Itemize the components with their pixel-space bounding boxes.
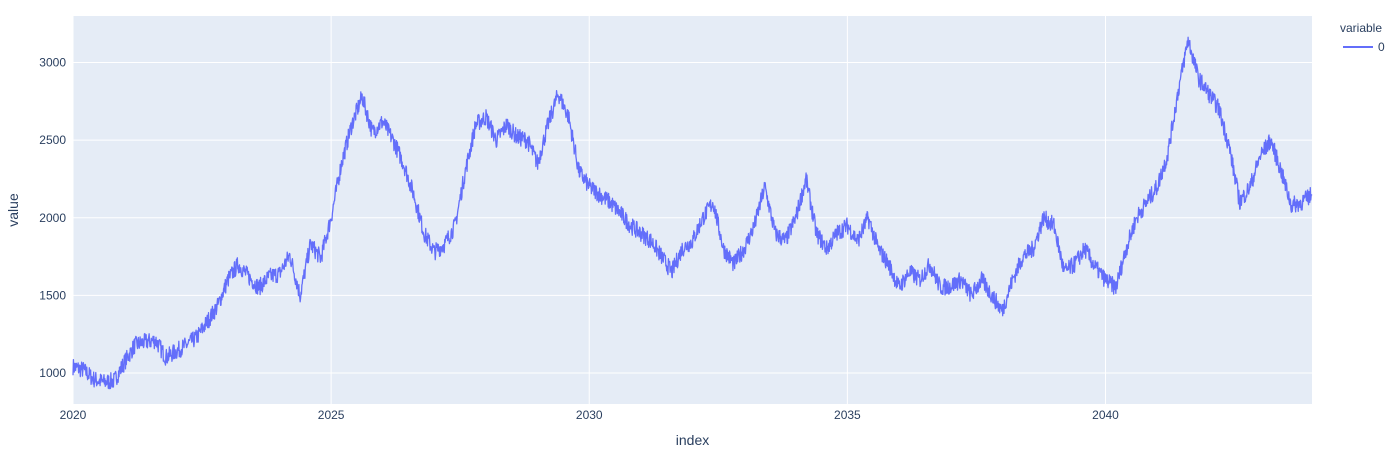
y-axis-ticks: 1000 1500 2000 2500 3000 — [39, 56, 66, 380]
legend-item-label: 0 — [1378, 40, 1385, 54]
x-tick-label: 2020 — [60, 408, 87, 422]
y-tick-label: 1500 — [39, 288, 66, 302]
x-tick-label: 2035 — [834, 408, 861, 422]
y-tick-label: 2000 — [39, 211, 66, 225]
x-tick-label: 2040 — [1092, 408, 1119, 422]
x-axis-title: index — [676, 432, 709, 448]
x-axis-ticks: 2020 2025 2030 2035 2040 — [60, 408, 1120, 422]
x-tick-label: 2030 — [576, 408, 603, 422]
gridlines — [72, 16, 1312, 404]
x-tick-label: 2025 — [318, 408, 345, 422]
y-tick-label: 2500 — [39, 133, 66, 147]
y-tick-label: 3000 — [39, 56, 66, 70]
plot-area — [73, 16, 1312, 404]
legend[interactable]: variable 0 — [1340, 21, 1385, 54]
y-axis-title: value — [5, 193, 21, 227]
legend-title: variable — [1340, 21, 1382, 35]
y-tick-label: 1000 — [39, 366, 66, 380]
series-layer — [72, 36, 1313, 390]
series-line — [72, 36, 1313, 390]
